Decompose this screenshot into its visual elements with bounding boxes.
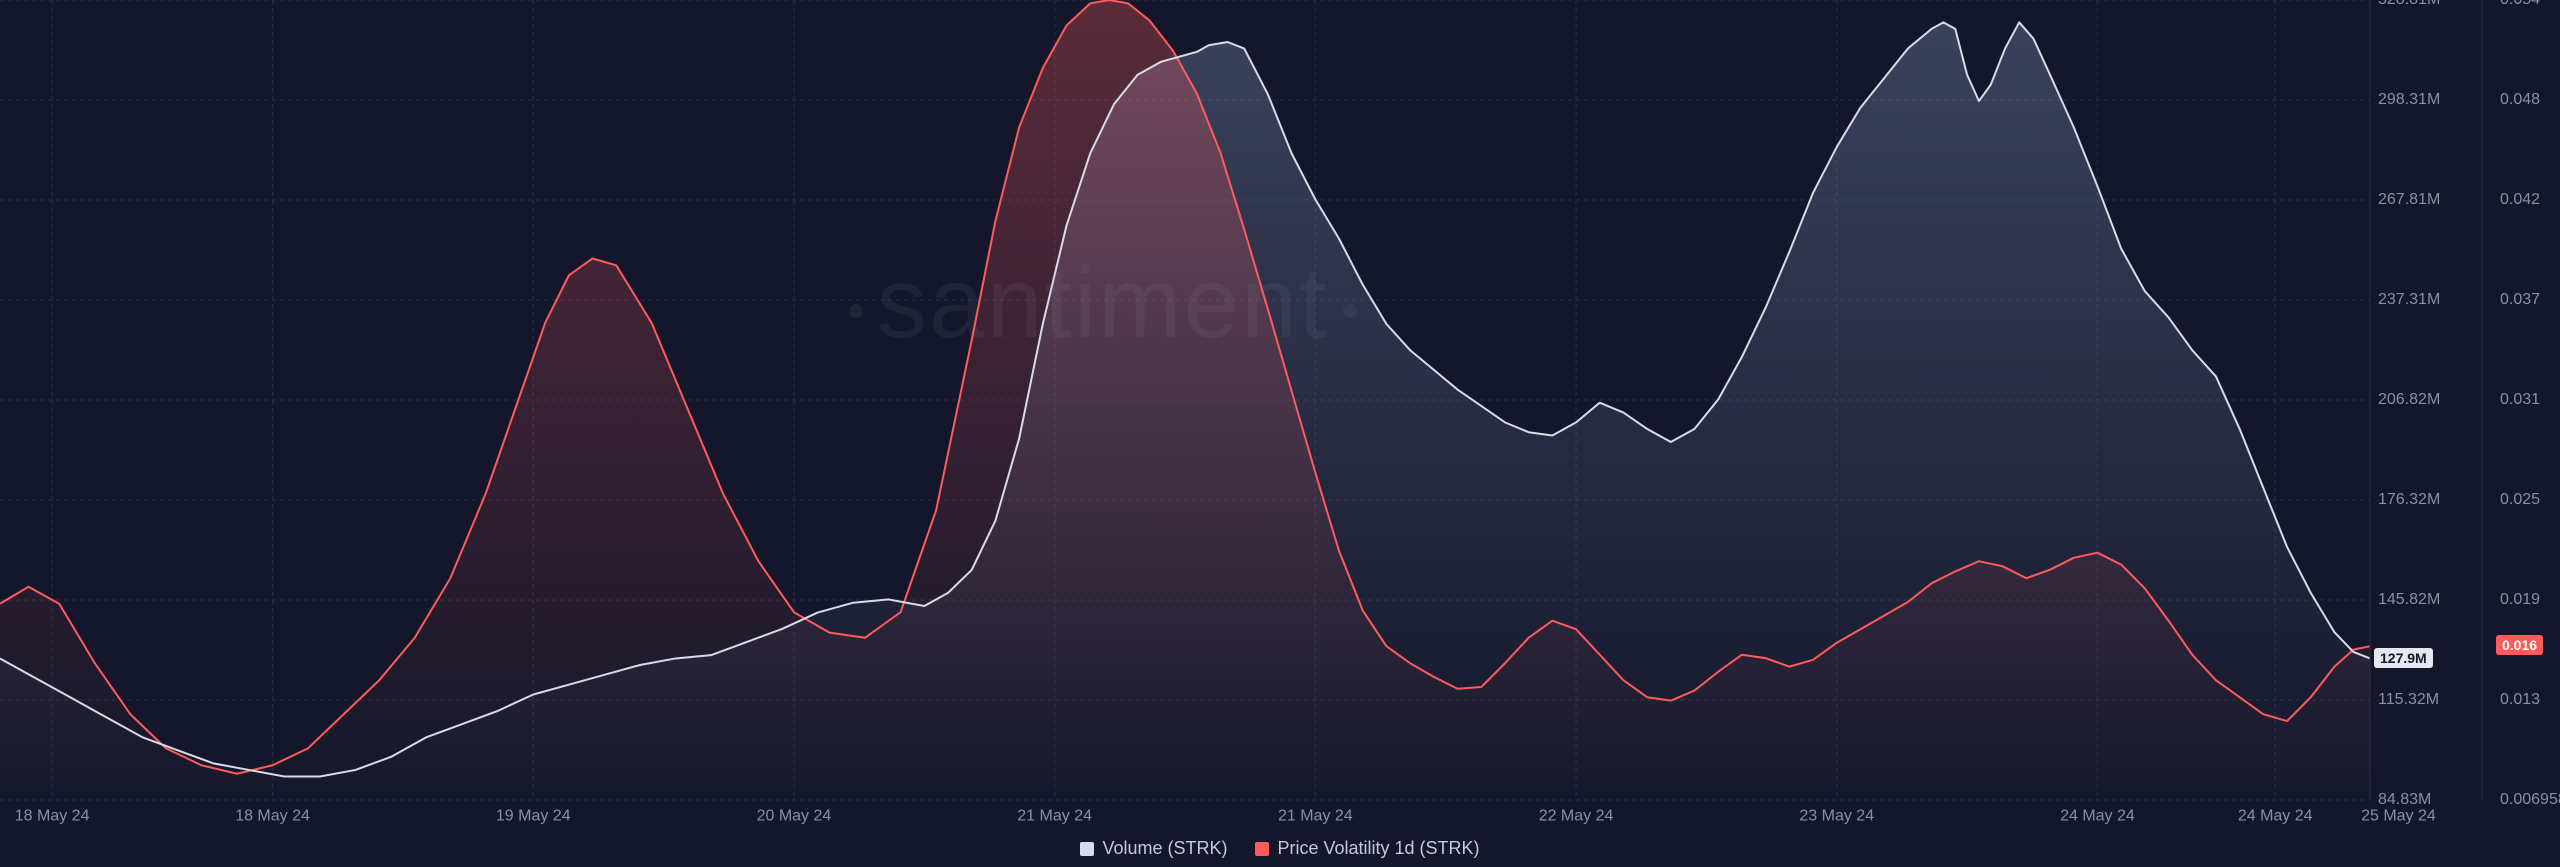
- x-tick-label: 22 May 24: [1539, 807, 1614, 824]
- y-right-tick-label: 0.006958: [2500, 791, 2560, 808]
- x-tick-label: 21 May 24: [1278, 807, 1353, 824]
- y-left-tick-label: 206.82M: [2378, 391, 2440, 408]
- x-tick-label: 19 May 24: [496, 807, 571, 824]
- current-value-volatility-badge: 0.016: [2496, 635, 2543, 655]
- x-tick-label: 20 May 24: [757, 807, 832, 824]
- y-left-tick-label: 115.32M: [2378, 691, 2439, 708]
- y-left-tick-label: 267.81M: [2378, 191, 2440, 208]
- x-tick-label: 24 May 24: [2238, 807, 2313, 824]
- legend-label: Volume (STRK): [1102, 838, 1227, 859]
- current-value-volume-badge: 127.9M: [2374, 648, 2433, 668]
- x-tick-label: 21 May 24: [1017, 807, 1092, 824]
- y-right-tick-label: 0.042: [2500, 191, 2540, 208]
- y-left-tick-label: 145.82M: [2378, 591, 2440, 608]
- legend: Volume (STRK) Price Volatility 1d (STRK): [0, 838, 2560, 861]
- legend-item[interactable]: Price Volatility 1d (STRK): [1255, 838, 1479, 859]
- x-tick-label: 24 May 24: [2060, 807, 2135, 824]
- legend-label: Price Volatility 1d (STRK): [1277, 838, 1479, 859]
- y-left-tick-label: 298.31M: [2378, 91, 2440, 108]
- y-right-tick-label: 0.054: [2500, 0, 2540, 8]
- y-right-tick-label: 0.013: [2500, 691, 2540, 708]
- y-left-tick-label: 84.83M: [2378, 791, 2431, 808]
- x-tick-label: 25 May 24: [2361, 807, 2436, 824]
- y-left-tick-label: 328.81M: [2378, 0, 2440, 8]
- chart-svg[interactable]: 328.81M 0.054 298.31M 0.048 267.81M 0.042 237.…: [0, 0, 2560, 867]
- x-tick-label: 23 May 24: [1799, 807, 1874, 824]
- y-left-tick-label: 237.31M: [2378, 291, 2440, 308]
- x-tick-label: 18 May 24: [235, 807, 310, 824]
- legend-item[interactable]: Volume (STRK): [1080, 838, 1227, 859]
- y-right-tick-label: 0.019: [2500, 591, 2540, 608]
- y-right-tick-label: 0.025: [2500, 491, 2540, 508]
- y-right-tick-label: 0.037: [2500, 291, 2540, 308]
- y-right-tick-label: 0.031: [2500, 391, 2540, 408]
- legend-swatch: [1255, 842, 1269, 856]
- x-tick-label: 18 May 24: [15, 807, 90, 824]
- y-right-tick-label: 0.048: [2500, 91, 2540, 108]
- chart-container: 328.81M 0.054 298.31M 0.048 267.81M 0.042 237.…: [0, 0, 2560, 867]
- legend-swatch: [1080, 842, 1094, 856]
- y-left-tick-label: 176.32M: [2378, 491, 2440, 508]
